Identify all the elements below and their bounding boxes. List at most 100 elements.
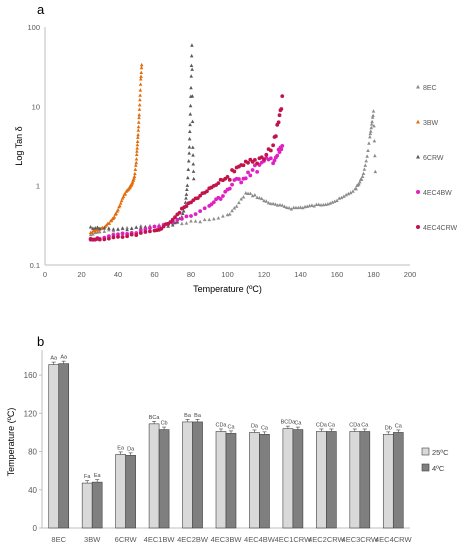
data-point [186, 159, 191, 163]
significance-label: Ca [227, 424, 235, 430]
data-point [225, 175, 230, 179]
legend-marker [416, 119, 420, 124]
data-point [316, 202, 321, 206]
data-point [148, 226, 152, 230]
data-point [188, 103, 193, 108]
data-point [342, 194, 346, 198]
data-point [116, 227, 120, 231]
data-point [152, 224, 157, 229]
data-point [271, 201, 275, 206]
significance-label: Ea [117, 445, 125, 451]
significance-label: Aa [50, 356, 58, 362]
data-point [216, 216, 221, 220]
data-point [358, 180, 362, 184]
data-point [134, 152, 139, 157]
data-point [239, 180, 244, 185]
significance-label: Da [251, 423, 259, 429]
data-point [272, 158, 277, 163]
data-point [275, 153, 280, 158]
data-point [137, 102, 142, 107]
legend-marker [416, 225, 420, 229]
data-point [111, 232, 116, 237]
data-point [120, 231, 125, 236]
data-point [186, 175, 190, 180]
data-point [255, 169, 260, 174]
data-point [132, 174, 137, 179]
data-point [289, 207, 294, 211]
data-point [135, 142, 140, 147]
data-point [138, 231, 143, 235]
data-point [246, 160, 250, 165]
data-point [273, 134, 278, 139]
data-point [95, 225, 100, 229]
data-point [91, 232, 95, 236]
data-point [175, 217, 180, 222]
y-tick-label: 100 [27, 23, 40, 32]
data-point [143, 227, 148, 232]
data-point [189, 74, 194, 78]
data-point [166, 224, 170, 228]
data-point [218, 197, 223, 201]
data-point [216, 181, 221, 185]
x-category-label: 4EC3BW [211, 535, 243, 544]
data-point [227, 186, 232, 191]
data-point [188, 122, 192, 127]
data-point [364, 159, 368, 163]
data-point [102, 229, 107, 233]
significance-label: Db [385, 425, 392, 431]
data-point [136, 135, 140, 139]
data-point [193, 219, 198, 223]
significance-label: CDa [349, 422, 361, 428]
data-point [255, 195, 259, 199]
data-point [368, 129, 373, 133]
data-point [250, 168, 255, 172]
data-point [276, 120, 281, 125]
data-point [287, 206, 291, 210]
bar-25ºC [148, 423, 160, 529]
data-point [239, 197, 243, 201]
data-point [135, 139, 140, 144]
x-tick-label: 60 [150, 270, 158, 279]
data-point [207, 217, 212, 222]
y-tick-label: 40 [28, 486, 37, 495]
data-point [373, 153, 377, 158]
data-point [97, 237, 102, 242]
data-point [332, 199, 337, 203]
significance-label: Ba [184, 413, 192, 419]
data-point [359, 177, 364, 181]
data-point [230, 182, 234, 187]
y-tick-label: 160 [24, 371, 38, 380]
data-point [282, 204, 287, 208]
data-point [191, 145, 195, 149]
data-point [137, 107, 142, 111]
data-point [111, 235, 116, 240]
data-point [134, 233, 139, 237]
data-point [125, 234, 130, 239]
data-point [134, 157, 139, 161]
y-tick-label: 120 [24, 409, 38, 418]
y-tick-label: 0.1 [30, 261, 40, 270]
data-point [193, 212, 198, 217]
data-point [102, 225, 107, 230]
data-point [138, 88, 143, 92]
data-point [277, 113, 282, 118]
data-point [294, 205, 298, 210]
bar-25ºC [215, 431, 227, 529]
data-point [135, 146, 139, 150]
data-point [279, 107, 284, 111]
data-point [120, 235, 125, 239]
significance-label: CDa [215, 422, 227, 428]
data-point [135, 149, 139, 153]
x-category-label: 4EC2CRW [308, 535, 345, 544]
data-point [344, 193, 348, 197]
data-point [330, 200, 335, 204]
data-point [354, 186, 358, 191]
data-point [136, 124, 141, 129]
significance-label: Ca [361, 422, 369, 428]
data-point [148, 223, 152, 228]
data-point [241, 195, 246, 199]
legend-label: 25ºC [432, 448, 449, 457]
data-point [139, 74, 143, 78]
x-axis-title: Temperature (ºC) [193, 284, 262, 294]
data-point [170, 223, 175, 227]
